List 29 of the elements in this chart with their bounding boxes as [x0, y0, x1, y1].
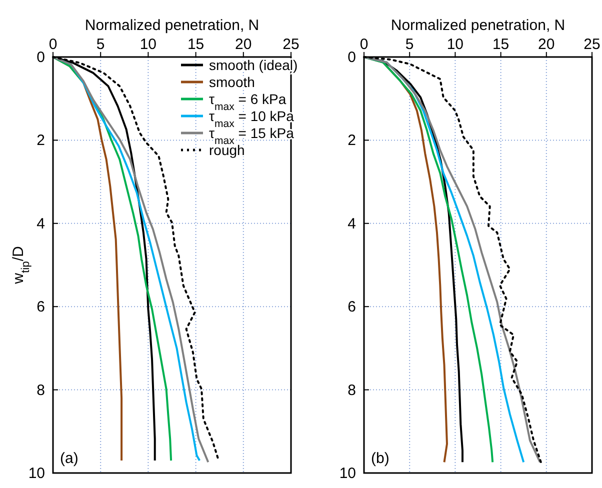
x-tick-label: 5 — [96, 36, 105, 53]
annotation: (b) — [371, 450, 390, 467]
x-tick-label: 10 — [140, 36, 157, 53]
x-tick-label: 0 — [360, 36, 368, 53]
x-tick-label: 0 — [48, 36, 58, 53]
x-tick-label: 25 — [282, 36, 300, 53]
y-tick-label: 4 — [348, 215, 356, 232]
x-tick-label: 15 — [492, 36, 510, 53]
y-tick-label: 10 — [339, 465, 356, 482]
x-tick-label: 20 — [235, 36, 252, 53]
x-tick-label: 25 — [584, 36, 600, 53]
y-tick-label: 0 — [348, 49, 356, 66]
x-tick-label: 5 — [405, 36, 414, 53]
x-tick-label: 20 — [538, 36, 555, 53]
y-tick-label: 8 — [348, 382, 356, 399]
x-tick-label: 10 — [446, 36, 464, 53]
y-tick-label: 4 — [36, 215, 45, 232]
x-axis-title: Normalized penetration, N — [390, 17, 566, 34]
y-tick-label: 8 — [36, 382, 45, 399]
x-axis-title: Normalized penetration, N — [84, 17, 260, 34]
y-tick-label: 10 — [28, 465, 45, 482]
y-tick-label: 0 — [36, 49, 45, 66]
legend-label: smooth — [209, 74, 255, 90]
annotation: (a) — [60, 450, 78, 467]
x-tick-label: 15 — [187, 36, 204, 53]
y-tick-label: 2 — [36, 132, 45, 150]
y-tick-label: 6 — [36, 298, 45, 316]
y-tick-label: 2 — [348, 132, 356, 150]
y-tick-label: 6 — [348, 298, 356, 316]
